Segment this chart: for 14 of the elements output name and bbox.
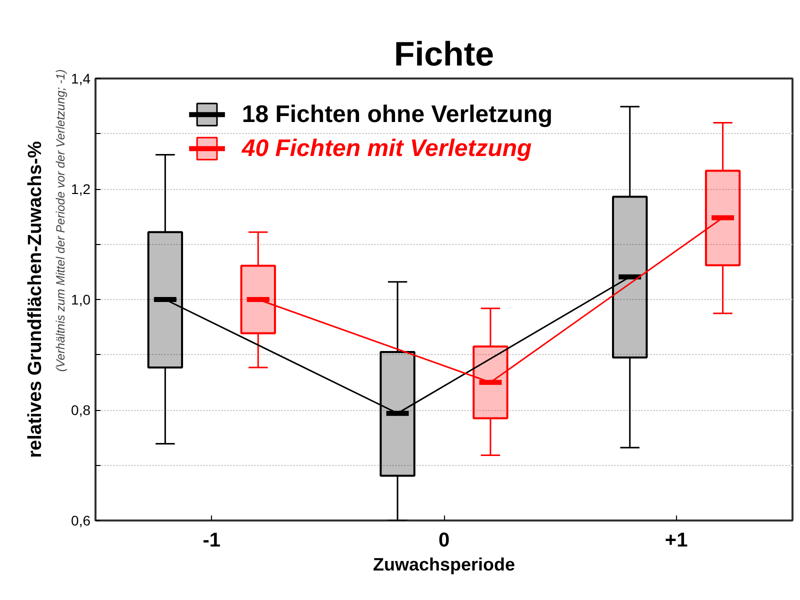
y-tick-label: 1,2 (71, 181, 91, 197)
legend-label: 40 Fichten mit Verletzung (240, 135, 532, 162)
y-tick-label: 0,8 (71, 402, 91, 418)
y-tick-label: 0,6 (71, 512, 91, 528)
text: (Verhältnis zum Mittel der Periode vor der Verletzung; -1) (54, 69, 68, 372)
chart-title: Fichte (394, 36, 494, 74)
y-tick-label: 1,4 (71, 70, 91, 86)
x-axis-title: Zuwachsperiode (372, 554, 516, 574)
x-tick-label: -1 (202, 530, 221, 552)
x-tick-label: +1 (664, 530, 688, 552)
x-tick-label: 0 (438, 530, 450, 552)
legend-label: 18 Fichten ohne Verletzung (242, 101, 553, 128)
y-tick-label: 1,0 (71, 292, 91, 308)
y-axis-title: relatives Grundflächen-Zuwachs-% (25, 141, 46, 458)
